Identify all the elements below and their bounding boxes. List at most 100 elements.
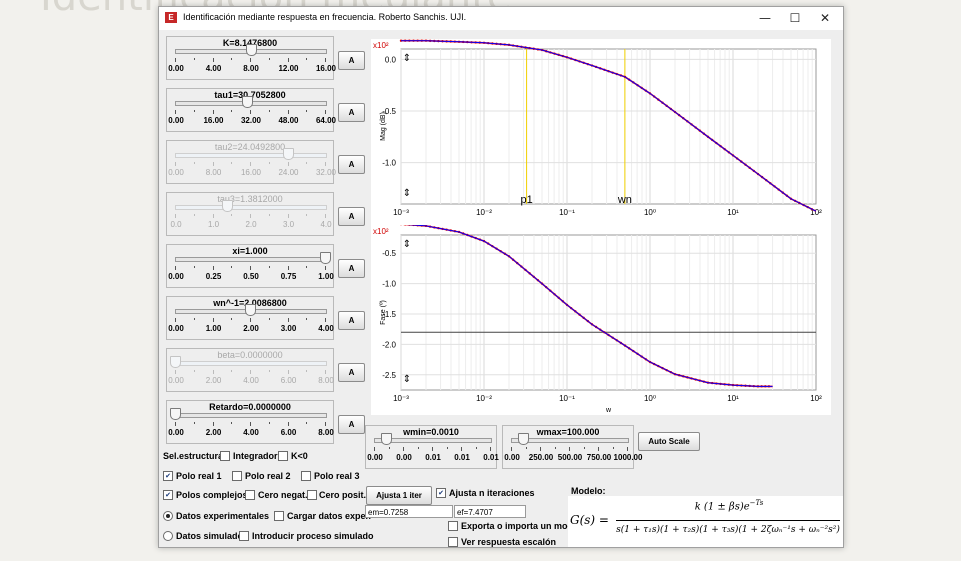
magnitude-chart: 0.0 -0.5 -1.0 10⁻³ 10⁻² 10⁻¹ 10⁰ 10¹ 10² x10² Mag … <box>373 39 822 217</box>
tick-mark <box>612 447 614 449</box>
ajusta-n-iter-label: Ajusta n iteraciones <box>449 488 535 498</box>
tick-mark <box>231 162 233 164</box>
tick-mark <box>250 58 251 62</box>
slider-tick-labels-tau2: 0.00 8.00 16.00 24.00 32.00 <box>167 168 336 179</box>
x-tick-label: 10¹ <box>727 394 739 403</box>
auto-button-K[interactable]: A <box>338 51 365 70</box>
tick-mark <box>325 266 326 270</box>
auto-button-tau2[interactable]: A <box>338 155 365 174</box>
tick-label: 2.0 <box>245 220 257 229</box>
ef-field[interactable]: ef=7.4707 <box>454 505 526 518</box>
auto-button-wn[interactable]: A <box>338 311 365 330</box>
integrador-checkbox[interactable] <box>220 451 230 461</box>
tick-label: 250.00 <box>528 453 554 462</box>
phase-plot[interactable]: -0.5 -1.0 -1.5 -2.0 -2.5 10⁻³ 10⁻² 10⁻¹ 10⁰ 10¹ 10… <box>371 225 831 415</box>
auto-button-tau3[interactable]: A <box>338 207 365 226</box>
wmax-track[interactable] <box>511 438 629 443</box>
slider-ticks-beta <box>175 370 327 375</box>
magnitude-plot[interactable]: 0.0 -0.5 -1.0 10⁻³ 10⁻² 10⁻¹ 10⁰ 10¹ 10² x10² Mag … <box>371 39 831 229</box>
tick-mark <box>306 110 308 112</box>
k-neg-checkbox[interactable] <box>278 451 288 461</box>
auto-scale-button[interactable]: Auto Scale <box>638 432 700 451</box>
slider-track-xi[interactable] <box>175 257 327 262</box>
fraction-bar <box>616 520 840 521</box>
tick-mark <box>287 318 289 322</box>
datos-simulados-radio[interactable] <box>163 531 173 541</box>
tick-mark <box>287 162 289 166</box>
window-title: Identificación mediante respuesta en fre… <box>183 12 467 22</box>
slider-thumb-tau3[interactable] <box>221 200 233 212</box>
tick-mark <box>540 447 541 451</box>
tick-mark <box>446 447 448 449</box>
datos-experimentales-radio[interactable] <box>163 511 173 521</box>
tick-mark <box>175 58 176 62</box>
tick-label: 0.01 <box>425 453 441 462</box>
wmax-thumb[interactable] <box>517 433 529 445</box>
tick-mark <box>212 214 214 218</box>
tick-mark <box>417 447 419 449</box>
y-tick-label: -1.5 <box>382 310 396 319</box>
minimize-button[interactable]: — <box>759 11 771 25</box>
slider-track-retardo[interactable] <box>175 413 327 418</box>
tick-label: 0.0 <box>170 220 182 229</box>
formula-numerator: k (1 ± βs)e−Ts <box>618 499 840 512</box>
auto-button-beta[interactable]: A <box>338 363 365 382</box>
tick-mark <box>325 318 326 322</box>
wmin-thumb[interactable] <box>380 433 392 445</box>
polo-real-3-checkbox[interactable] <box>301 471 311 481</box>
slider-thumb-tau2[interactable] <box>282 148 294 160</box>
slider-thumb-xi[interactable] <box>320 252 331 264</box>
tick-mark <box>193 318 195 320</box>
tick-mark <box>325 370 326 374</box>
tick-mark <box>325 110 326 114</box>
formula-numerator-main: k (1 ± βs)e <box>694 501 750 513</box>
tick-label: 4.00 <box>205 64 222 73</box>
slider-panel-tau3: tau3=1.3812000 0.0 1.0 2.0 3.0 4.0 <box>166 192 334 236</box>
em-field[interactable]: em=0.7258 <box>365 505 453 518</box>
exporta-checkbox[interactable] <box>448 521 458 531</box>
slider-panel-beta: beta=0.0000000 0.00 2.00 4.00 6.00 8.00 <box>166 348 334 392</box>
tick-mark <box>511 447 512 451</box>
tick-mark <box>306 318 308 320</box>
polo-real-2-checkbox[interactable] <box>232 471 242 481</box>
series-line-1 <box>401 40 817 212</box>
tick-label: 8.00 <box>318 428 334 437</box>
data-point <box>404 225 407 226</box>
tick-mark <box>175 110 176 114</box>
slider-thumb-retardo[interactable] <box>170 408 181 420</box>
introducir-proceso-checkbox[interactable] <box>239 531 249 541</box>
maximize-button[interactable]: ☐ <box>789 11 801 25</box>
slider-track-tau3[interactable] <box>175 205 327 210</box>
close-button[interactable]: ✕ <box>819 11 831 25</box>
tick-label: 0.00 <box>396 453 412 462</box>
slider-panel-K: K=8.1476800 0.00 4.00 8.00 12.00 16.00 <box>166 36 336 80</box>
polo-real-1-checkbox[interactable]: ✔ <box>163 471 173 481</box>
auto-button-retardo[interactable]: A <box>338 415 365 434</box>
slider-thumb-wn[interactable] <box>245 304 257 316</box>
cero-negat-checkbox[interactable] <box>245 490 255 500</box>
auto-button-tau1[interactable]: A <box>338 103 365 122</box>
slider-thumb-beta[interactable] <box>170 356 181 368</box>
respuesta-escalon-checkbox[interactable] <box>448 537 458 547</box>
tick-mark <box>268 162 270 164</box>
tick-label: 2.00 <box>205 428 222 437</box>
tick-mark <box>175 162 176 166</box>
slider-panel-wn: wn^-1=2.0086800 0.00 1.00 2.00 3.00 4.00 <box>166 296 334 340</box>
slider-thumb-K[interactable] <box>246 44 258 56</box>
auto-button-xi[interactable]: A <box>338 259 365 278</box>
cero-posit-checkbox[interactable] <box>307 490 317 500</box>
slider-track-beta[interactable] <box>175 361 327 366</box>
tick-label: 0.00 <box>168 116 184 125</box>
slider-track-tau2[interactable] <box>175 153 327 158</box>
ajusta-1-iter-button[interactable]: Ajusta 1 iter <box>366 486 432 505</box>
tick-mark <box>325 214 326 218</box>
tick-mark <box>212 318 214 322</box>
tick-mark <box>287 214 289 218</box>
cargar-datos-checkbox[interactable] <box>274 511 284 521</box>
polos-complejos-checkbox[interactable]: ✔ <box>163 490 173 500</box>
ajusta-n-iter-checkbox[interactable]: ✔ <box>436 488 446 498</box>
wmin-track[interactable] <box>374 438 492 443</box>
formula-lhs: G(s) = <box>570 513 609 527</box>
model-formula: G(s) = k (1 ± βs)e−Ts s(1 + τ₁s)(1 + τ₂s… <box>568 496 843 547</box>
slider-thumb-tau1[interactable] <box>241 96 253 108</box>
